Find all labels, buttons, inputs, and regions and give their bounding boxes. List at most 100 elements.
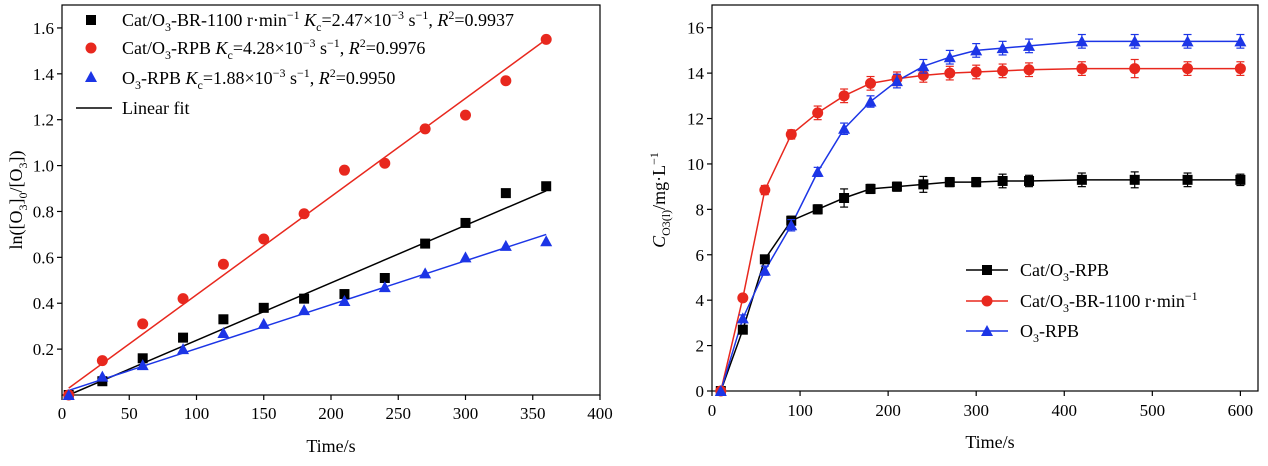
legend-marker-square [982,265,992,275]
left-point-circle [540,33,552,45]
right-point-circle [997,65,1009,77]
right-point-circle [838,90,850,102]
right-y-tick-label: 8 [696,200,705,219]
legend-label-cat-rpb: Cat/O3-RPB Kc=4.28×10−3 s−1, R2=0.9976 [122,36,425,62]
left-point-circle [460,109,471,121]
right-point-square [918,179,929,190]
right-point-triangle [864,95,877,107]
left-point-square [460,217,471,228]
right-y-tick-label: 16 [687,19,704,38]
left-y-tick-label: 1.6 [33,19,54,38]
right-point-square [891,181,902,192]
left-point-square [218,314,229,325]
right-point-square [971,177,982,188]
right-x-tick-label: 300 [963,401,989,420]
right-point-square [759,254,770,265]
right-point-square [1129,174,1140,185]
left-point-circle [419,123,431,135]
right-point-circle [1234,63,1246,75]
right-series-line-triangle [720,40,1241,392]
right-point-square [1024,175,1035,186]
right-point-triangle [811,165,824,177]
left-point-triangle [217,327,230,339]
right-x-tick-label: 100 [787,401,813,420]
left-point-triangle [540,235,553,247]
right-point-square [944,177,955,188]
right-point-circle [785,128,797,140]
left-x-tick-label: 250 [386,404,412,423]
right-y-tick-label: 14 [687,64,705,83]
left-y-axis-label: ln([O3]0/[O3]) [6,151,30,250]
left-point-circle [338,164,350,176]
left-point-square [299,293,310,304]
left-point-square [541,181,552,192]
right-y-tick-label: 6 [696,246,705,265]
right-point-circle [1182,63,1194,75]
right-point-triangle [1128,35,1141,47]
right-point-triangle [758,264,771,276]
right-point-triangle [1023,39,1036,51]
right-point-triangle [970,44,983,56]
right-point-square [812,204,823,215]
right-legend-label-o3-rpb: O3-RPB [1020,321,1079,345]
left-x-axis-label: Time/s [306,436,355,456]
right-point-square [1182,174,1193,185]
left-point-triangle [419,267,432,279]
left-point-triangle [338,294,351,306]
right-point-square [1235,174,1246,185]
right-point-square [997,175,1008,186]
right-point-circle [737,292,749,304]
right-x-tick-label: 500 [1140,401,1166,420]
left-point-circle [298,208,310,220]
right-point-triangle [1075,35,1088,47]
right-x-tick-label: 0 [708,401,717,420]
left-plot-frame [61,4,601,396]
right-x-axis-label: Time/s [965,432,1014,452]
right-y-tick-label: 10 [687,155,704,174]
left-y-tick-label: 1.0 [33,157,54,176]
legend-marker-circle [85,42,97,54]
legend-label-linear-fit: Linear fit [122,98,189,118]
right-y-tick-label: 12 [687,110,704,129]
right-point-triangle [917,60,930,72]
right-point-circle [1129,63,1141,75]
legend-marker-square [86,15,96,25]
left-point-square [420,238,431,249]
right-point-triangle [1181,35,1194,47]
right-point-circle [865,77,877,89]
left-point-square [500,188,511,199]
legend-marker-triangle [981,325,993,336]
left-legend: Cat/O3-BR-1100 r·min−1 Kc=2.47×10−3 s−1,… [76,8,514,118]
right-point-circle [944,67,956,79]
left-y-tick-label: 0.2 [33,340,54,359]
right-point-triangle [714,385,727,396]
right-y-tick-label: 0 [696,382,705,401]
left-chart: 0 50 100 150 200 250 300 350 400 0.2 0.4 0.6 0.8 1.0… [6,4,613,456]
left-point-circle [379,157,391,169]
left-point-circle [177,293,189,305]
left-point-triangle [257,317,270,329]
left-point-square [178,332,189,343]
left-y-tick-label: 1.2 [33,111,54,130]
right-point-circle [1023,64,1035,76]
left-point-triangle [177,343,190,355]
right-point-triangle [890,75,903,87]
right-point-triangle [996,42,1009,54]
left-point-triangle [459,251,472,263]
left-y-tick-label: 0.8 [33,202,54,221]
left-point-square [258,302,269,313]
left-point-circle [500,75,512,87]
right-point-square [839,193,850,203]
left-point-triangle [378,281,391,293]
right-series-line-circle [720,67,1241,392]
right-x-tick-label: 600 [1228,401,1254,420]
right-x-tick-label: 200 [875,401,901,420]
left-x-tick-label: 50 [121,404,138,423]
left-point-square [137,353,148,364]
left-x-tick-label: 350 [520,404,546,423]
right-legend-label-cat-br: Cat/O3-BR-1100 r·min−1 [1020,289,1198,315]
right-chart: 0 100 200 300 400 500 600 0 2 4 6 8 10 12 14 16 Time/s… [647,4,1259,452]
right-y-tick-label: 2 [696,337,705,356]
right-point-square [865,183,876,194]
right-x-tick-label: 400 [1052,401,1078,420]
